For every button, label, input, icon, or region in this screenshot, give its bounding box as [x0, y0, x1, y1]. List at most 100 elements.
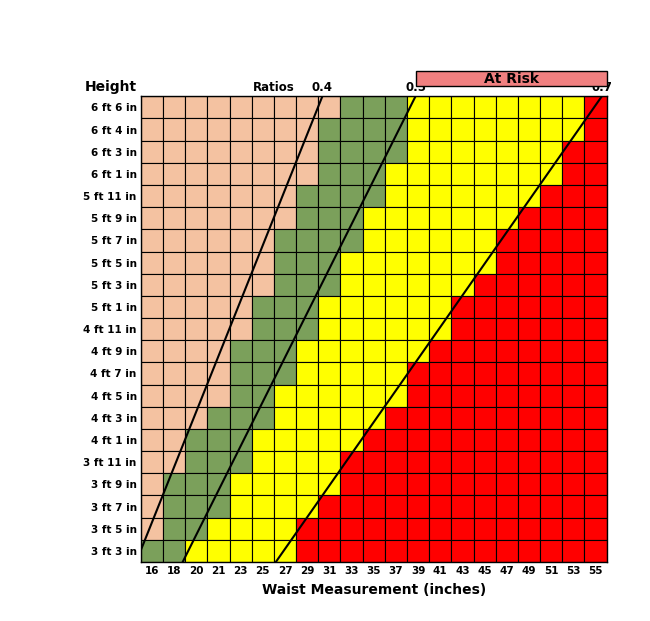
Bar	[274, 252, 296, 274]
Bar	[341, 384, 363, 407]
Bar	[407, 407, 429, 429]
Bar	[584, 473, 606, 496]
Bar	[518, 207, 540, 229]
Bar	[163, 451, 185, 473]
Bar	[429, 363, 451, 384]
Bar	[207, 407, 229, 429]
Bar	[363, 119, 385, 140]
Bar	[185, 451, 207, 473]
Bar	[341, 96, 363, 119]
Bar	[141, 207, 163, 229]
Bar	[407, 163, 429, 185]
Bar	[474, 318, 496, 340]
Bar	[163, 252, 185, 274]
Bar	[562, 384, 584, 407]
Bar	[496, 384, 518, 407]
Bar	[163, 185, 185, 207]
Text: 0.5: 0.5	[405, 81, 426, 94]
Bar	[207, 207, 229, 229]
Bar	[274, 140, 296, 163]
Bar	[252, 384, 274, 407]
Text: Height: Height	[84, 81, 136, 94]
Bar	[185, 384, 207, 407]
Bar	[363, 451, 385, 473]
Bar	[341, 296, 363, 318]
Bar	[518, 518, 540, 540]
Bar	[407, 296, 429, 318]
Bar	[207, 363, 229, 384]
Bar	[385, 407, 407, 429]
Bar	[562, 207, 584, 229]
Bar	[496, 140, 518, 163]
Bar	[207, 140, 229, 163]
Bar	[518, 363, 540, 384]
Bar	[341, 407, 363, 429]
Bar	[385, 496, 407, 518]
Bar	[363, 318, 385, 340]
Bar	[363, 296, 385, 318]
Bar	[341, 185, 363, 207]
Bar	[562, 451, 584, 473]
Bar	[540, 451, 562, 473]
Bar	[252, 96, 274, 119]
Bar	[185, 540, 207, 562]
Bar	[474, 185, 496, 207]
Bar	[341, 119, 363, 140]
Bar	[296, 340, 318, 363]
Bar	[141, 229, 163, 252]
Bar	[163, 296, 185, 318]
Bar	[429, 252, 451, 274]
Bar	[207, 229, 229, 252]
Bar	[451, 229, 474, 252]
Bar	[496, 340, 518, 363]
Bar	[185, 429, 207, 451]
Bar	[207, 119, 229, 140]
Bar	[163, 407, 185, 429]
Bar	[415, 71, 606, 86]
Bar	[163, 518, 185, 540]
Bar	[318, 207, 341, 229]
Bar	[341, 429, 363, 451]
Bar	[363, 407, 385, 429]
Bar	[496, 229, 518, 252]
Bar	[229, 318, 252, 340]
Bar	[207, 451, 229, 473]
Bar	[474, 363, 496, 384]
Bar	[163, 318, 185, 340]
Bar	[363, 252, 385, 274]
Bar	[474, 496, 496, 518]
Bar	[252, 119, 274, 140]
Bar	[207, 185, 229, 207]
Bar	[496, 363, 518, 384]
Bar	[429, 429, 451, 451]
Bar	[474, 140, 496, 163]
Bar	[562, 296, 584, 318]
Bar	[141, 384, 163, 407]
Bar	[496, 540, 518, 562]
Bar	[252, 296, 274, 318]
Bar	[185, 96, 207, 119]
Bar	[296, 274, 318, 296]
Bar	[518, 407, 540, 429]
Bar	[518, 429, 540, 451]
Bar	[584, 407, 606, 429]
Bar	[562, 518, 584, 540]
Bar	[451, 318, 474, 340]
Bar	[451, 96, 474, 119]
Bar	[385, 252, 407, 274]
Bar	[385, 140, 407, 163]
Bar	[274, 274, 296, 296]
Bar	[474, 207, 496, 229]
Bar	[451, 540, 474, 562]
Bar	[141, 429, 163, 451]
Bar	[163, 363, 185, 384]
Bar	[207, 318, 229, 340]
Bar	[407, 274, 429, 296]
Bar	[429, 140, 451, 163]
Bar	[274, 163, 296, 185]
Bar	[518, 296, 540, 318]
Bar	[451, 207, 474, 229]
Bar	[274, 207, 296, 229]
Bar	[562, 429, 584, 451]
Bar	[185, 296, 207, 318]
